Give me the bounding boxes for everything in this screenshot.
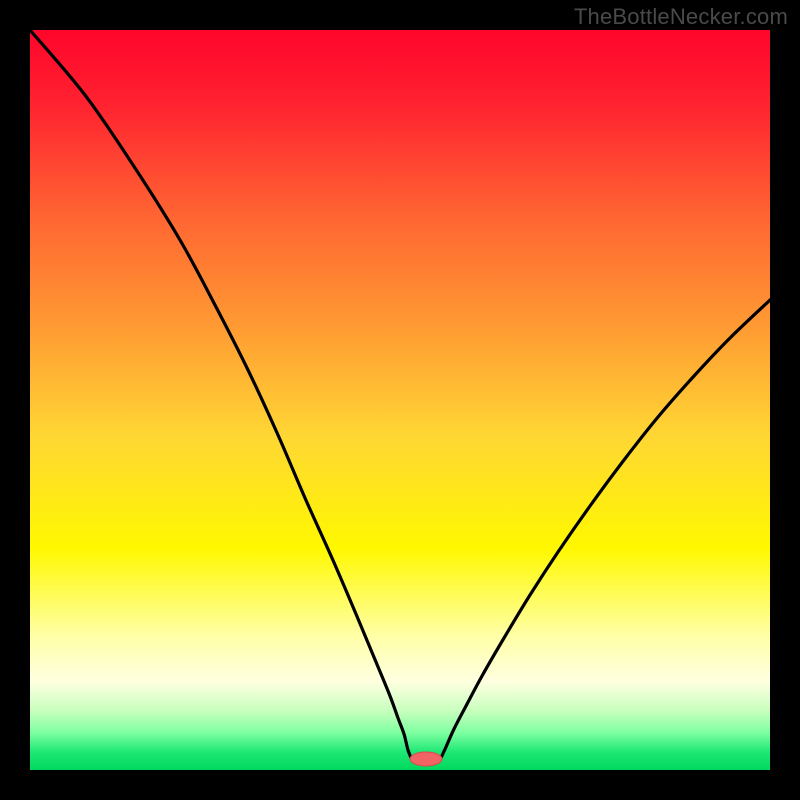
chart-container: TheBottleNecker.com: [0, 0, 800, 800]
watermark-text: TheBottleNecker.com: [574, 4, 788, 30]
bottleneck-chart: [0, 0, 800, 800]
plot-area: [30, 30, 770, 770]
optimum-marker: [410, 752, 442, 766]
